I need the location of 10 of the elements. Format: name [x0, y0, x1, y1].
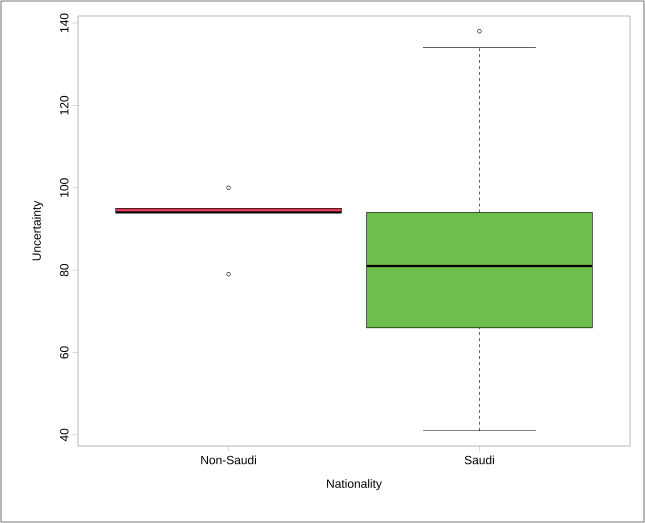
y-tick-label: 100	[60, 178, 68, 197]
y-axis-title: Uncertainty	[32, 200, 44, 260]
y-tick-label: 140	[60, 13, 68, 32]
x-tick-label: Saudi	[464, 456, 494, 464]
y-tick-label: 80	[60, 264, 68, 276]
y-tick-label: 40	[60, 428, 68, 442]
x-tick-label: Non-Saudi	[201, 456, 256, 464]
y-tick-label: 60	[60, 346, 68, 359]
y-tick-label: 120	[60, 96, 68, 114]
x-axis-title: Nationality	[327, 479, 382, 490]
